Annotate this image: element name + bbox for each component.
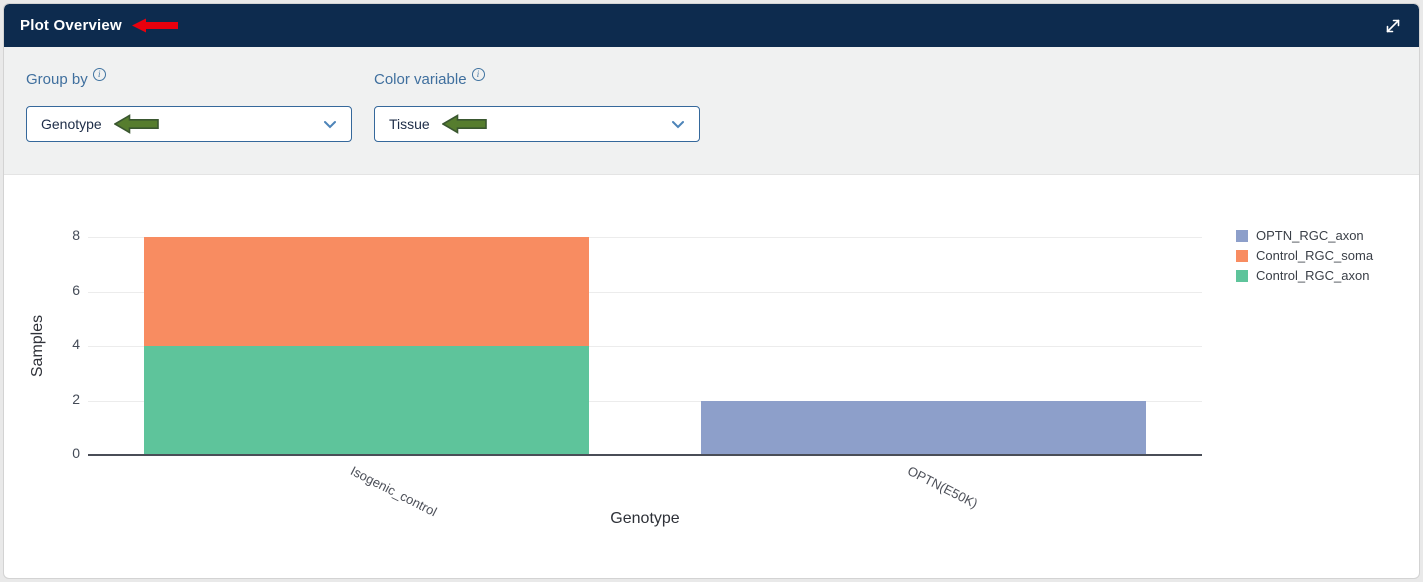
group-by-label: Group by	[26, 71, 88, 88]
legend-item[interactable]: Control_RGC_axon	[1236, 268, 1369, 283]
legend-swatch	[1236, 229, 1248, 242]
annotation-arrow-green-icon	[441, 114, 487, 134]
info-icon[interactable]: i	[471, 68, 485, 81]
legend-label: OPTN_RGC_axon	[1256, 228, 1364, 243]
plot-overview-card: Plot Overview Group by i Genotype	[3, 3, 1420, 579]
legend-item[interactable]: OPTN_RGC_axon	[1236, 228, 1364, 243]
group-by-dropdown[interactable]: Genotype	[26, 106, 352, 142]
color-variable-label: Color variable	[374, 71, 467, 88]
legend-swatch	[1236, 269, 1248, 282]
panel-header: Plot Overview	[4, 4, 1419, 47]
info-icon[interactable]: i	[92, 68, 106, 81]
expand-icon[interactable]	[1383, 16, 1403, 36]
group-by-control: Group by i Genotype	[26, 68, 352, 142]
plot-controls-bar: Group by i Genotype Color variable i Tis	[4, 47, 1419, 175]
legend-label: Control_RGC_soma	[1256, 248, 1374, 263]
color-variable-control: Color variable i Tissue	[374, 68, 700, 142]
color-variable-selected-value: Tissue	[389, 116, 430, 132]
legend-item[interactable]: Control_RGC_soma	[1236, 248, 1373, 263]
annotation-arrow-red-icon	[131, 18, 178, 33]
legend-label: Control_RGC_axon	[1256, 268, 1370, 283]
chevron-down-icon	[672, 120, 684, 128]
annotation-arrow-green-icon	[113, 114, 159, 134]
color-variable-dropdown[interactable]: Tissue	[374, 106, 700, 142]
chevron-down-icon	[324, 120, 336, 128]
group-by-selected-value: Genotype	[41, 116, 102, 132]
legend-swatch	[1236, 249, 1248, 262]
panel-title: Plot Overview	[20, 17, 122, 34]
